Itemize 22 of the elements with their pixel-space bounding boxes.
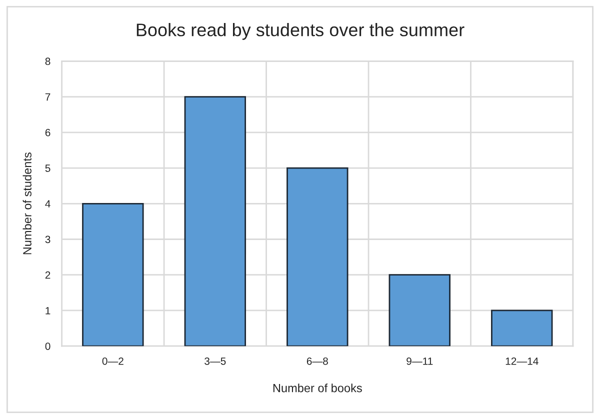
bar	[388, 274, 450, 346]
chart-title: Books read by students over the summer	[136, 23, 464, 40]
y-tick-label: 2	[45, 271, 50, 279]
x-tick-label: 12—14	[506, 357, 538, 365]
y-tick-label: 1	[46, 307, 50, 314]
y-tick-label: 8	[45, 58, 50, 66]
y-tick-label: 3	[45, 236, 50, 244]
bar	[286, 167, 348, 346]
x-tick-label: 9—11	[406, 357, 433, 365]
bar	[184, 96, 246, 346]
y-tick-label: 4	[45, 200, 50, 208]
y-tick-label: 5	[45, 164, 50, 172]
y-axis-title: Number of students	[22, 152, 32, 254]
bar	[82, 202, 144, 346]
y-tick-label: 0	[45, 342, 50, 350]
bar	[491, 310, 553, 346]
x-tick-label: 6—8	[306, 357, 328, 365]
x-axis-title: Number of books	[273, 384, 362, 392]
x-tick-label: 3—5	[204, 357, 226, 365]
x-tick-label: 0—2	[102, 357, 124, 365]
y-tick-label: 6	[45, 128, 50, 136]
y-tick-label: 7	[45, 93, 50, 101]
